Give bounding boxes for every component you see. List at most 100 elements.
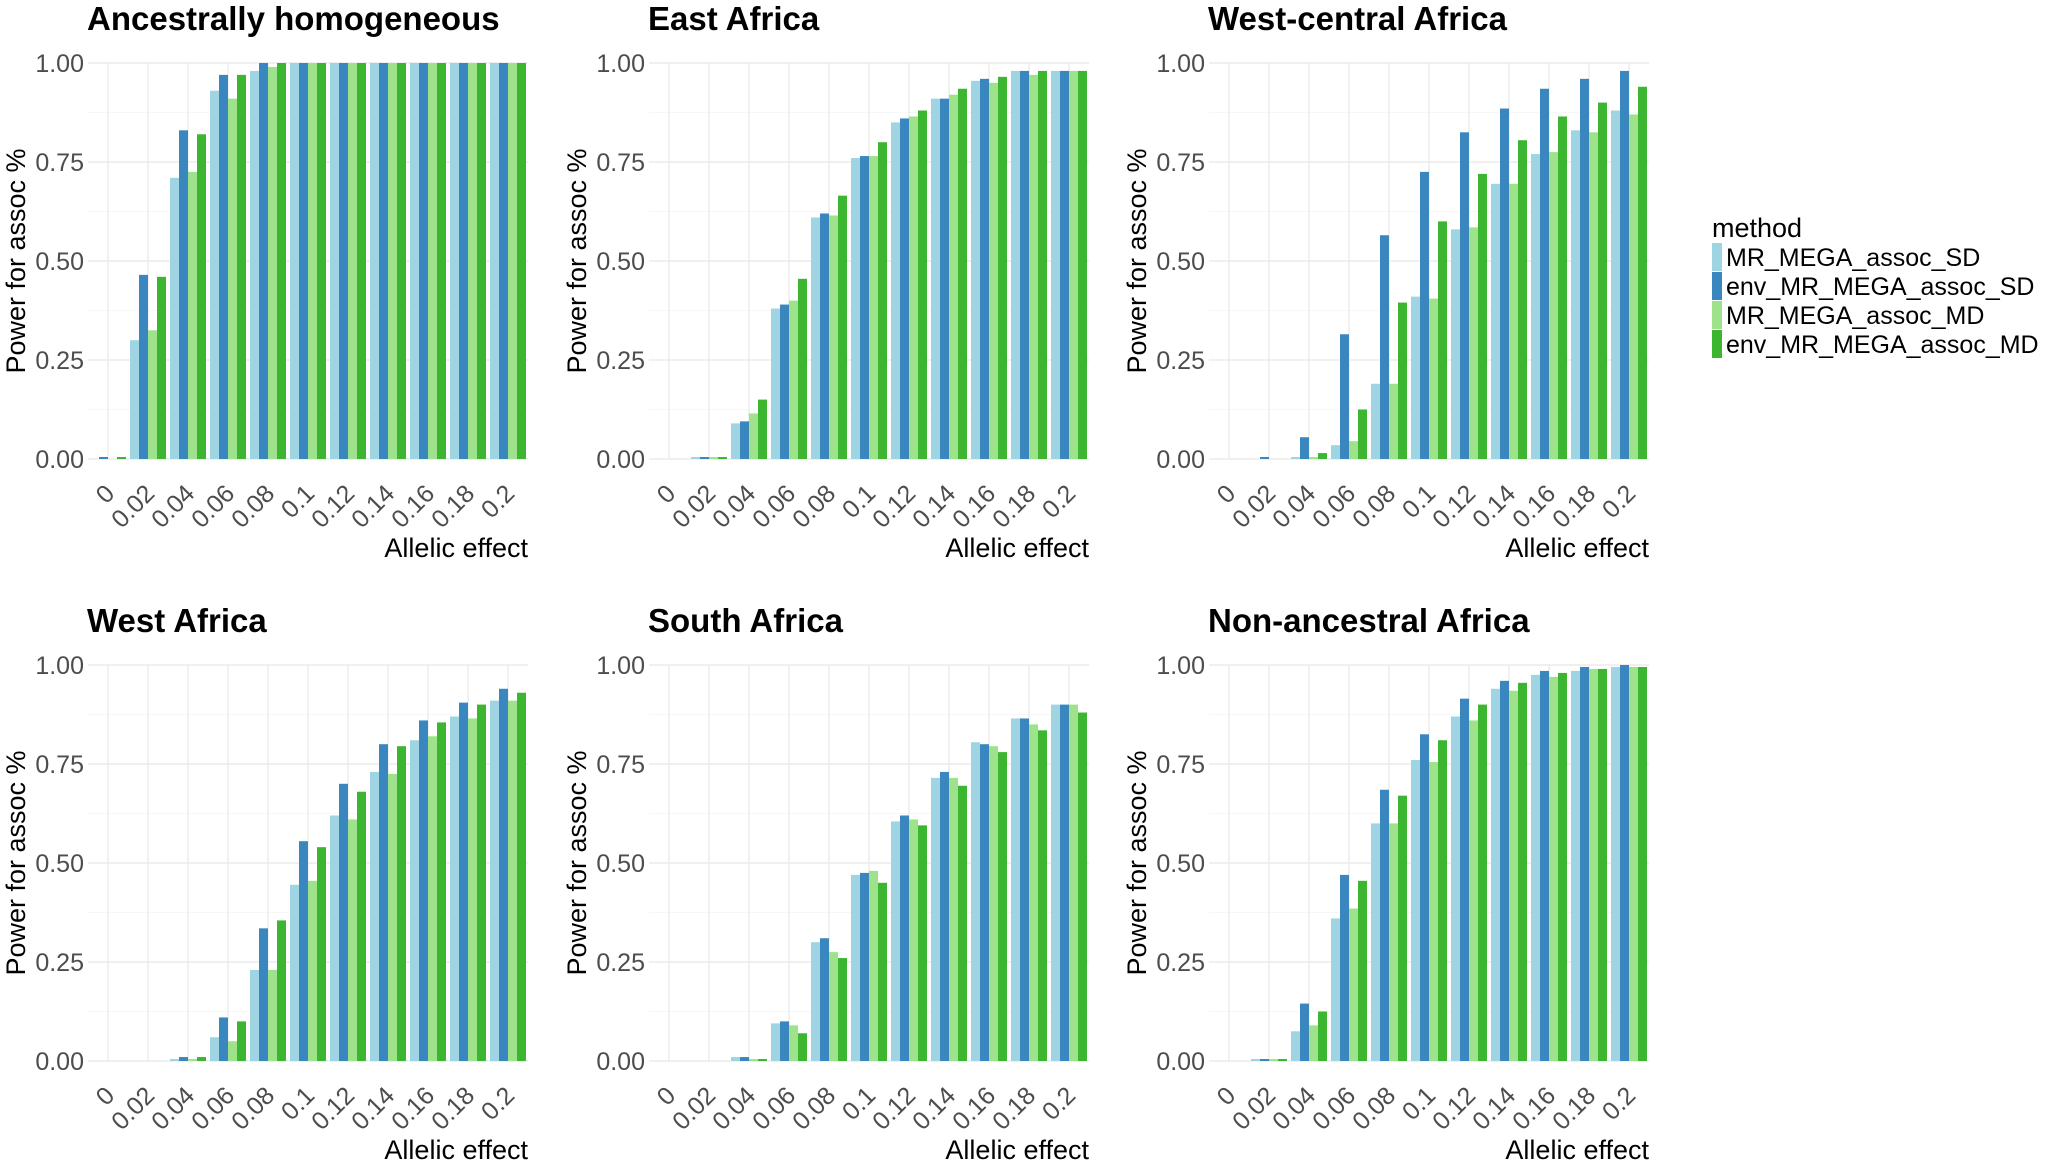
- panel-title: West Africa: [87, 602, 267, 639]
- bar: [1598, 668, 1607, 1061]
- bar: [268, 66, 277, 460]
- bar: [1011, 70, 1020, 460]
- panel-title: East Africa: [648, 0, 820, 37]
- x-tick-label: 0.18: [987, 479, 1041, 533]
- bar: [99, 457, 108, 459]
- bar: [1509, 690, 1518, 1061]
- x-tick-label: 0.18: [426, 479, 480, 533]
- bar: [1340, 334, 1349, 459]
- bar: [691, 457, 700, 459]
- bar: [1638, 666, 1647, 1061]
- bar: [1438, 221, 1447, 459]
- x-tick-label: 0.18: [1547, 479, 1601, 533]
- bar: [958, 785, 967, 1061]
- bar: [308, 880, 317, 1061]
- bar: [1380, 789, 1389, 1061]
- bar: [490, 63, 499, 459]
- x-tick-label: 0.08: [1347, 1081, 1401, 1135]
- bar: [197, 134, 206, 459]
- x-tick-label: 0.2: [1037, 479, 1081, 523]
- bar: [1589, 132, 1598, 460]
- y-tick-label: 0.75: [596, 751, 645, 779]
- bar: [1060, 704, 1069, 1061]
- bar: [1029, 74, 1038, 459]
- bar: [508, 700, 517, 1061]
- bar: [228, 98, 237, 459]
- x-tick-label: 0.2: [476, 1081, 520, 1125]
- bar: [1349, 441, 1358, 459]
- bar: [780, 304, 789, 459]
- bar: [798, 278, 807, 459]
- x-tick-label: 0.18: [426, 1081, 480, 1135]
- legend-label: MR_MEGA_assoc_MD: [1726, 302, 1984, 330]
- bar: [980, 78, 989, 459]
- bar: [1540, 670, 1549, 1061]
- bar: [851, 874, 860, 1061]
- bar: [1571, 130, 1580, 459]
- bar: [317, 63, 326, 459]
- panel-title: South Africa: [648, 602, 844, 639]
- bar: [1518, 682, 1527, 1061]
- bar: [1509, 183, 1518, 459]
- bar: [860, 156, 869, 459]
- legend-swatch: [1712, 330, 1722, 358]
- panel-5: 0.000.250.500.751.0000.020.040.060.080.1…: [562, 602, 1089, 1165]
- x-axis-label: Allelic effect: [945, 533, 1089, 563]
- bar: [1638, 86, 1647, 459]
- y-axis-label: Power for assoc %: [562, 148, 592, 373]
- bar: [330, 815, 339, 1061]
- x-axis-label: Allelic effect: [1505, 533, 1649, 563]
- bar: [1078, 70, 1087, 460]
- bar: [1620, 665, 1629, 1061]
- bar: [869, 870, 878, 1061]
- bar: [308, 63, 317, 459]
- bar: [1629, 666, 1638, 1061]
- bar: [477, 704, 486, 1061]
- bar: [909, 819, 918, 1061]
- bar: [1038, 730, 1047, 1061]
- y-tick-label: 0.50: [1156, 850, 1205, 878]
- bar: [1260, 457, 1269, 459]
- bar: [508, 63, 517, 459]
- bar: [1371, 383, 1380, 459]
- bar: [130, 340, 139, 459]
- bar: [437, 722, 446, 1061]
- bar: [1531, 674, 1540, 1061]
- y-tick-label: 0.50: [596, 248, 645, 276]
- panel-2: 0.000.250.500.751.0000.020.040.060.080.1…: [562, 0, 1089, 563]
- bar: [1069, 70, 1078, 460]
- bar: [1291, 457, 1300, 459]
- bar: [188, 1059, 197, 1061]
- bar: [1558, 672, 1567, 1061]
- bar: [250, 70, 259, 460]
- bar: [299, 841, 308, 1061]
- bar: [731, 1057, 740, 1061]
- bar: [499, 63, 508, 459]
- bar: [1331, 445, 1340, 459]
- bar: [1451, 716, 1460, 1061]
- x-axis-label: Allelic effect: [945, 1135, 1089, 1165]
- bar: [348, 819, 357, 1061]
- x-tick-label: 0.08: [226, 1081, 280, 1135]
- bar: [499, 688, 508, 1061]
- bar: [1331, 918, 1340, 1061]
- bar: [1038, 70, 1047, 460]
- y-tick-label: 1.00: [596, 50, 645, 78]
- bar: [749, 1059, 758, 1061]
- bar: [918, 825, 927, 1061]
- bar: [397, 63, 406, 459]
- y-tick-label: 0.00: [596, 446, 645, 474]
- bar: [971, 80, 980, 459]
- legend-title: method: [1712, 213, 1802, 243]
- bar: [949, 94, 958, 460]
- x-tick-label: 0.18: [1547, 1081, 1601, 1135]
- bar: [330, 63, 339, 459]
- bar: [397, 746, 406, 1061]
- panels: 0.000.250.500.751.0000.020.040.060.080.1…: [1, 0, 1649, 1165]
- bar: [860, 872, 869, 1061]
- bar: [290, 884, 299, 1061]
- y-tick-label: 0.50: [596, 850, 645, 878]
- bar: [259, 928, 268, 1061]
- bar: [1460, 132, 1469, 460]
- bar: [1269, 1059, 1278, 1061]
